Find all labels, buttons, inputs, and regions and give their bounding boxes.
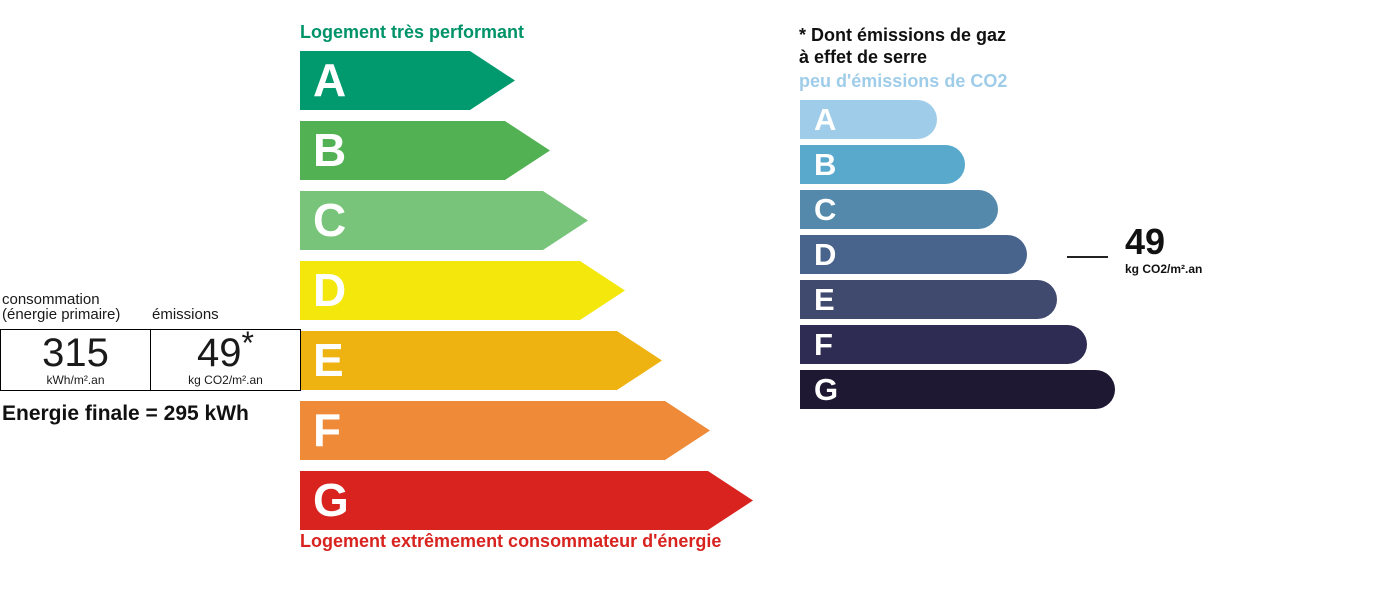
co2-row-G: G	[800, 370, 1115, 409]
co2-row-A: A	[800, 100, 937, 139]
info-panel-headers: consommation (énergie primaire) émission…	[2, 292, 302, 322]
energy-row-G: G	[300, 471, 753, 530]
energy-row-D: D	[300, 261, 625, 320]
energy-row-C: C	[300, 191, 588, 250]
consumption-header-line1: consommation	[2, 291, 100, 308]
emissions-unit: kg CO2/m².an	[188, 373, 263, 387]
class-letter-F: F	[313, 404, 342, 456]
emissions-value-number: 49	[197, 331, 242, 375]
co2-scale-subcaption: peu d'émissions de CO2	[799, 71, 1008, 91]
class-letter-E: E	[313, 334, 344, 386]
class-letter-D: D	[313, 264, 347, 316]
co2-row-E: E	[800, 280, 1057, 319]
emissions-header: émissions	[150, 292, 300, 322]
class-letter-G: G	[313, 474, 349, 526]
class-letter-B: B	[814, 147, 837, 182]
co2-row-B: B	[800, 145, 965, 184]
class-letter-A: A	[313, 54, 347, 106]
consumption-unit: kWh/m².an	[46, 373, 105, 387]
co2-header-line1: * Dont émissions de gaz	[799, 25, 1007, 45]
co2-scale-header: * Dont émissions de gaz à effet de serre	[799, 24, 1006, 68]
emissions-header-label: émissions	[152, 306, 219, 323]
co2-pointer-value: 49	[1125, 221, 1166, 262]
final-energy-label: Energie finale = 295 kWh	[2, 402, 249, 425]
consumption-cell: 315 kWh/m².an	[1, 330, 150, 390]
class-letter-C: C	[313, 194, 347, 246]
class-letter-D: D	[814, 237, 837, 272]
energy-row-A: A	[300, 51, 515, 110]
energy-scale-bottom-caption: Logement extrêmement consommateur d'éner…	[300, 531, 722, 551]
class-letter-C: C	[814, 192, 837, 227]
energy-row-B: B	[300, 121, 550, 180]
class-letter-F: F	[814, 327, 833, 362]
emissions-value: 49*	[151, 327, 300, 375]
energy-scale-top-caption: Logement très performant	[300, 22, 525, 42]
co2-header-line2: à effet de serre	[799, 47, 928, 67]
co2-row-F: F	[800, 325, 1087, 364]
class-letter-G: G	[814, 372, 839, 407]
energy-row-E: E	[300, 331, 662, 390]
consumption-header: consommation (énergie primaire)	[2, 292, 150, 322]
class-letter-B: B	[313, 124, 347, 176]
co2-row-C: C	[800, 190, 998, 229]
consumption-header-line2: (énergie primaire)	[2, 306, 121, 323]
co2-pointer-unit: kg CO2/m².an	[1125, 262, 1203, 276]
energy-row-F: F	[300, 401, 710, 460]
class-letter-E: E	[814, 282, 835, 317]
values-box: 315 kWh/m².an 49* kg CO2/m².an	[0, 327, 301, 391]
co2-pointer-line	[1067, 256, 1108, 258]
consumption-value: 315	[42, 331, 109, 375]
co2-row-D: D	[800, 235, 1027, 274]
emissions-cell: 49* kg CO2/m².an	[150, 327, 300, 390]
class-letter-A: A	[814, 102, 837, 137]
emissions-asterisk: *	[241, 325, 254, 361]
